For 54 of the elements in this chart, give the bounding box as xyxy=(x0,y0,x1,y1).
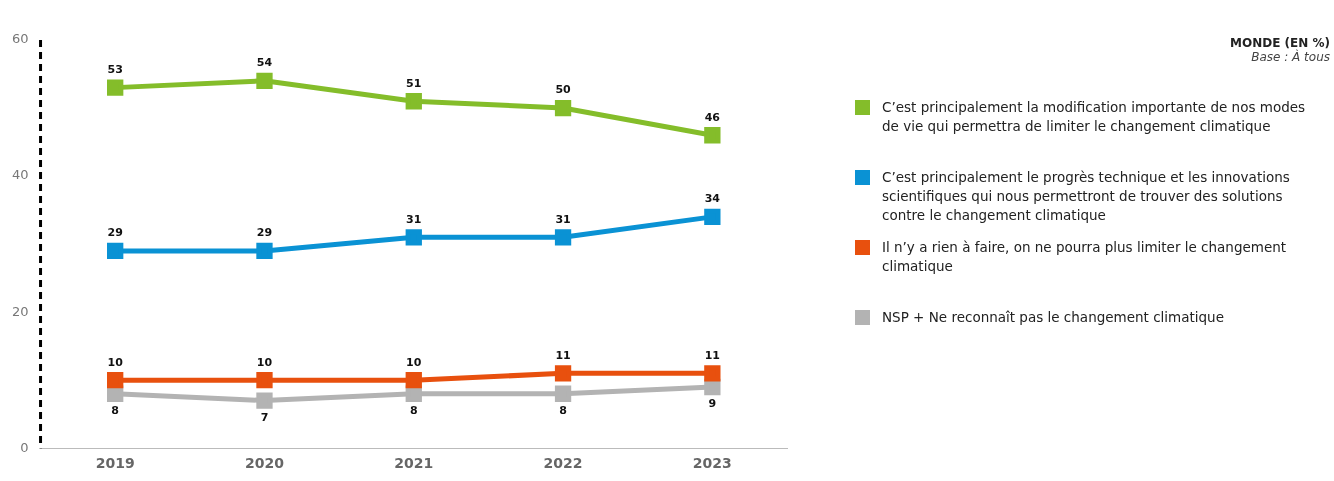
data-label: 50 xyxy=(555,83,572,97)
point xyxy=(554,229,572,246)
point xyxy=(107,79,124,96)
y-tick-label: 0 xyxy=(20,439,29,455)
data-label: 10 xyxy=(256,355,273,369)
point xyxy=(405,229,422,246)
point xyxy=(405,93,422,110)
y-tick-label: 40 xyxy=(12,167,29,183)
data-label: 10 xyxy=(406,355,422,369)
text: MONDE (EN %) xyxy=(1230,36,1330,50)
point xyxy=(256,372,273,389)
x-tick-label: 2021 xyxy=(394,455,434,472)
point xyxy=(554,385,572,402)
point xyxy=(256,392,273,409)
point xyxy=(554,99,572,117)
data-label: 53 xyxy=(107,62,123,76)
point xyxy=(405,372,422,389)
data-label: 8 xyxy=(559,404,567,418)
data-label: 11 xyxy=(555,348,571,362)
point xyxy=(107,385,124,402)
data-label: 29 xyxy=(256,226,273,240)
y-tick-label: 20 xyxy=(12,303,29,319)
point xyxy=(704,127,721,144)
data-label: 9 xyxy=(708,397,717,411)
x-tick-label: 2023 xyxy=(692,455,732,472)
point xyxy=(107,372,124,389)
point xyxy=(704,365,721,382)
legend-label: C’est principalement le progrès technique et les innovations scientifiques qui nous permettront de trouver des solutions contre le changement climatique xyxy=(882,168,1291,225)
data-label: 8 xyxy=(409,404,418,418)
point xyxy=(405,385,422,402)
data-label: 31 xyxy=(555,212,571,226)
x-tick-label: 2019 xyxy=(95,455,135,472)
point xyxy=(554,365,572,382)
point xyxy=(107,242,124,260)
data-label: 7 xyxy=(260,410,269,424)
data-label: 29 xyxy=(107,226,123,240)
data-label: 54 xyxy=(256,56,273,70)
legend-label: NSP + Ne reconnaît pas le changement climatique xyxy=(882,308,1224,327)
text: Base : À tous xyxy=(1250,50,1330,64)
point xyxy=(704,208,721,226)
y-tick-label: 60 xyxy=(12,31,29,47)
data-label: 34 xyxy=(704,192,721,206)
legend-label: Il n’y a rien à faire, on ne pourra plus limiter le changement climatique xyxy=(882,238,1288,276)
legend-label: C’est principalement la modification importante de nos modes de vie qui permettra de limiter le changement climatique xyxy=(882,98,1307,136)
x-tick-label: 2022 xyxy=(543,455,583,472)
data-label: 46 xyxy=(704,110,721,124)
point xyxy=(256,72,273,89)
data-label: 31 xyxy=(406,212,422,226)
point xyxy=(256,242,273,260)
data-label: 51 xyxy=(406,76,422,90)
data-label: 10 xyxy=(107,355,124,369)
data-label: 11 xyxy=(704,348,721,362)
x-tick-label: 2020 xyxy=(245,455,285,472)
data-label: 8 xyxy=(111,404,120,418)
